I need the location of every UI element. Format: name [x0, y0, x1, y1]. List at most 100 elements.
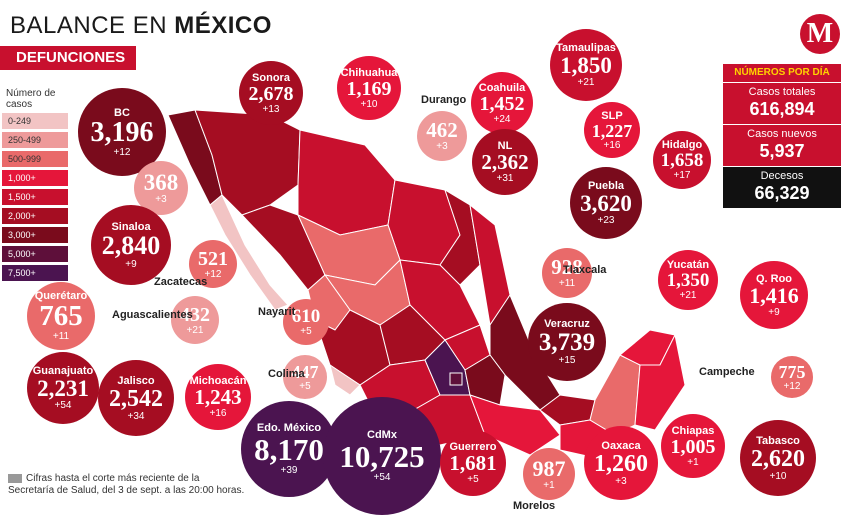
state-deaths: 1,005 [670, 435, 716, 458]
state-increase: +10 [360, 98, 378, 110]
state-deaths: 1,169 [346, 77, 392, 100]
state-deaths: 1,227 [591, 120, 633, 141]
state-increase: +3 [155, 194, 167, 205]
state-deaths: 462 [426, 118, 458, 142]
state-bubble: BC 3,196 +12 [78, 88, 166, 176]
state-name: Jalisco [117, 374, 155, 387]
state-deaths: 2,840 [101, 230, 161, 260]
state-name: Oaxaca [601, 439, 641, 452]
state-deaths: 8,170 [254, 432, 324, 467]
state-name: Yucatán [666, 259, 710, 271]
state-bubble: 928 +11 [542, 248, 592, 298]
state-bubble: 521 +12 [189, 240, 237, 288]
stats-header: NÚMEROS POR DÍA [723, 64, 841, 82]
state-deaths: 447 [291, 361, 319, 382]
state-name: Sinaloa [111, 220, 151, 233]
state-bubble: NL 2,362 +31 [472, 129, 538, 195]
note-marker [8, 473, 22, 483]
state-bubble: Michoacán 1,243 +16 [185, 364, 251, 430]
state-bubble: 432 +21 [171, 296, 219, 344]
state-bubble: 987 +1 [523, 448, 575, 500]
map-region-puebla [464, 354, 506, 406]
state-deaths: 3,739 [538, 329, 596, 356]
state-increase: +5 [467, 474, 479, 485]
label-zacatecas: Zacatecas [154, 276, 208, 288]
state-bubble: 610 +5 [283, 299, 329, 345]
state-increase: +23 [597, 215, 615, 226]
label-campeche: Campeche [699, 366, 755, 378]
state-bubble: Tamaulipas 1,850 +21 [550, 29, 622, 101]
state-bubble: Querétaro 765 +11 [27, 282, 95, 350]
state-bubble: Tabasco 2,620 +10 [740, 420, 816, 496]
state-deaths: 432 [180, 303, 210, 326]
state-increase: +1 [543, 479, 555, 491]
state-bubble: Q. Roo 1,416 +9 [740, 261, 808, 329]
stat-new-cases: Casos nuevos 5,937 [723, 124, 841, 166]
state-deaths: 1,243 [194, 385, 242, 409]
state-increase: +31 [496, 173, 514, 184]
state-increase: +24 [493, 113, 511, 125]
legend-title: Número de casos [6, 88, 56, 110]
legend-item: 500-999 [2, 151, 68, 167]
state-deaths: 1,350 [666, 270, 710, 291]
legend-item: 7,500+ [2, 265, 68, 281]
state-name: CdMx [367, 429, 397, 441]
state-bubble: SLP 1,227 +16 [584, 102, 640, 158]
state-name: BC [114, 106, 130, 119]
state-bubble: Sinaloa 2,840 +9 [91, 205, 171, 285]
state-name: NL [497, 140, 513, 152]
state-deaths: 775 [778, 361, 806, 382]
state-increase: +1 [687, 456, 699, 468]
state-bubble: Oaxaca 1,260 +3 [584, 426, 658, 500]
state-bubble: Yucatán 1,350 +21 [658, 250, 718, 310]
legend-item: 250-499 [2, 132, 68, 148]
state-name: Veracruz [544, 318, 590, 330]
map-region-qroo [634, 333, 686, 431]
map-region-cdmx [449, 372, 463, 386]
state-increase: +21 [577, 77, 595, 88]
state-increase: +34 [127, 410, 145, 422]
page-title: BALANCE EN MÉXICO [10, 12, 272, 39]
state-deaths: 1,452 [479, 92, 525, 115]
state-increase: +9 [125, 258, 137, 270]
state-increase: +5 [299, 380, 311, 392]
state-deaths: 2,231 [37, 376, 89, 401]
state-deaths: 765 [39, 300, 83, 332]
state-name: Chiapas [671, 424, 715, 437]
milenio-logo: M [800, 14, 840, 54]
state-name: Sonora [252, 71, 290, 84]
state-bubble: Chiapas 1,005 +1 [661, 414, 725, 478]
state-bubble: Chihuahua 1,169 +10 [337, 56, 401, 120]
stat-label: Decesos [760, 170, 804, 182]
legend-item: 0-249 [2, 113, 68, 129]
state-bubble: CdMx 10,725 +54 [323, 397, 441, 515]
state-bubble: 447 +5 [283, 355, 327, 399]
stats-panel: NÚMEROS POR DÍA Casos totales 616,894 Ca… [723, 64, 841, 208]
state-increase: +9 [768, 306, 780, 318]
state-deaths: 2,542 [109, 385, 163, 412]
state-deaths: 3,620 [580, 191, 632, 216]
state-increase: +3 [436, 141, 448, 152]
legend-item: 3,000+ [2, 227, 68, 243]
state-increase: +54 [373, 472, 391, 483]
label-tlaxcala: Tlaxcala [563, 264, 607, 276]
legend: Número de casos 0-249 250-499 500-999 1,000… [2, 88, 68, 284]
state-increase: +5 [300, 326, 312, 337]
state-bubble: Veracruz 3,739 +15 [528, 303, 606, 381]
state-deaths: 2,362 [481, 150, 529, 174]
map-region-chihuahua [297, 129, 396, 236]
stat-value: 5,937 [759, 141, 805, 161]
state-increase: +21 [679, 290, 697, 301]
legend-item: 2,000+ [2, 208, 68, 224]
state-name: Guerrero [449, 441, 497, 453]
state-increase: +15 [558, 355, 576, 366]
state-deaths: 1,658 [660, 150, 704, 171]
page-subtitle: DEFUNCIONES [0, 46, 136, 70]
state-deaths: 368 [143, 170, 179, 195]
label-aguascalientes: Aguascalientes [112, 309, 193, 321]
map-region-bcs [209, 194, 289, 311]
state-increase: +39 [280, 465, 298, 476]
state-deaths: 1,260 [594, 450, 648, 477]
state-name: Chihuahua [340, 66, 398, 79]
state-bubble: Sonora 2,678 +13 [239, 61, 303, 125]
